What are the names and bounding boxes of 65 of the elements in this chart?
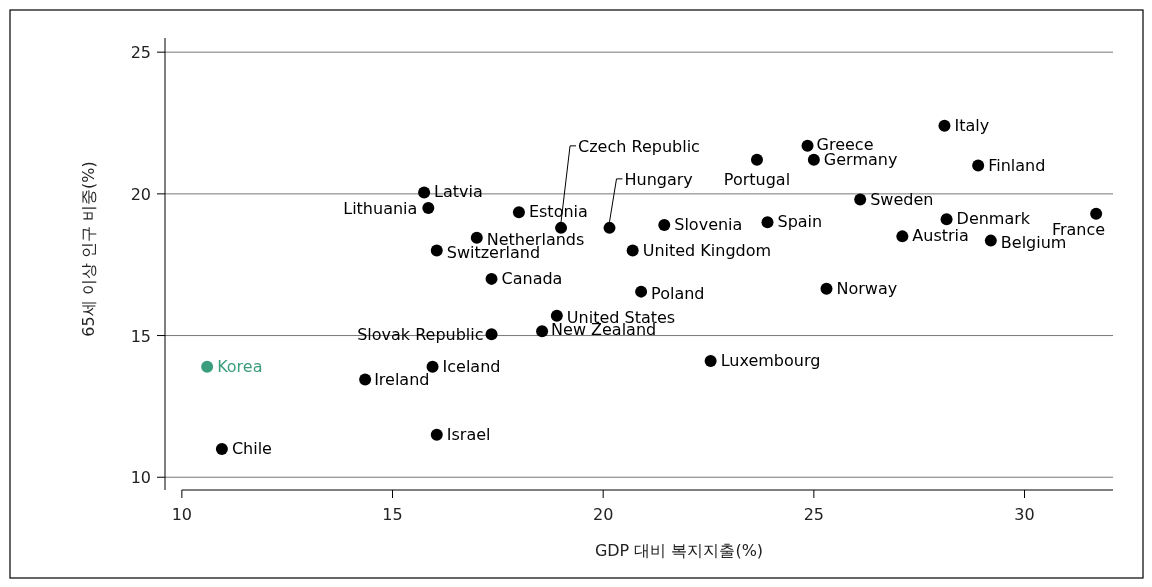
series-label: Korea [217,356,263,376]
series-label: Spain [777,212,823,232]
series-label: Israel [446,424,491,444]
series-label: Lithuania [343,199,418,219]
series-label: Portugal [723,169,791,189]
point [1090,207,1103,220]
series-label: Denmark [956,209,1031,229]
point [422,202,435,215]
y-tick-label: 15 [130,326,151,346]
series-label: Ireland [374,370,430,390]
point [854,193,867,206]
series-label: Norway [836,278,898,298]
point [704,355,717,368]
point [555,221,568,234]
y-tick-label: 25 [130,43,151,63]
series-label: Canada [501,268,563,288]
series-label: Luxembourg [720,351,821,371]
point [536,325,549,338]
series-label: Slovenia [674,215,743,235]
point [896,230,909,243]
point [801,139,814,152]
point [512,206,525,219]
point [984,234,997,247]
x-axis-title: GDP 대비 복지지출(%) [594,541,764,560]
series-label: Italy [954,115,990,135]
x-tick-label: 10 [171,505,193,524]
series-label: Finland [988,155,1046,175]
point [626,244,639,257]
point [807,153,820,166]
point [658,219,671,232]
series-label: Latvia [434,182,483,202]
point [635,285,648,298]
series-label: Slovak Republic [357,325,484,345]
point [938,119,951,132]
point [940,213,953,226]
series-label: Chile [231,438,272,458]
point [215,442,228,455]
x-tick-label: 25 [803,505,825,524]
y-tick-label: 10 [130,468,151,488]
series-label: Estonia [528,202,588,222]
point [550,309,563,322]
series-label: United Kingdom [642,240,772,260]
series-label: Poland [651,283,705,303]
y-axis-title: 65세 이상 인구 비중(%) [79,161,98,337]
series-label: Iceland [442,356,501,376]
y-tick-label: 20 [130,184,151,204]
point [485,272,498,285]
point [603,221,616,234]
point [972,159,985,172]
point [750,153,763,166]
x-tick-label: 15 [382,505,403,524]
point [426,360,439,373]
point [201,360,214,373]
point [470,231,483,244]
x-tick-label: 20 [593,505,614,524]
point [820,282,833,295]
point [430,428,443,441]
point [418,186,431,199]
x-tick-label: 30 [1014,505,1035,524]
point [430,244,443,257]
series-label: Austria [912,226,969,246]
point [359,373,372,386]
series-label: Sweden [870,189,934,209]
point [485,328,498,341]
point [761,216,774,229]
